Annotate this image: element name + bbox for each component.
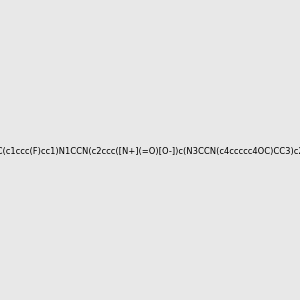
Text: O=C(c1ccc(F)cc1)N1CCN(c2ccc([N+](=O)[O-])c(N3CCN(c4ccccc4OC)CC3)c2)CC1: O=C(c1ccc(F)cc1)N1CCN(c2ccc([N+](=O)[O-]… [0,147,300,156]
